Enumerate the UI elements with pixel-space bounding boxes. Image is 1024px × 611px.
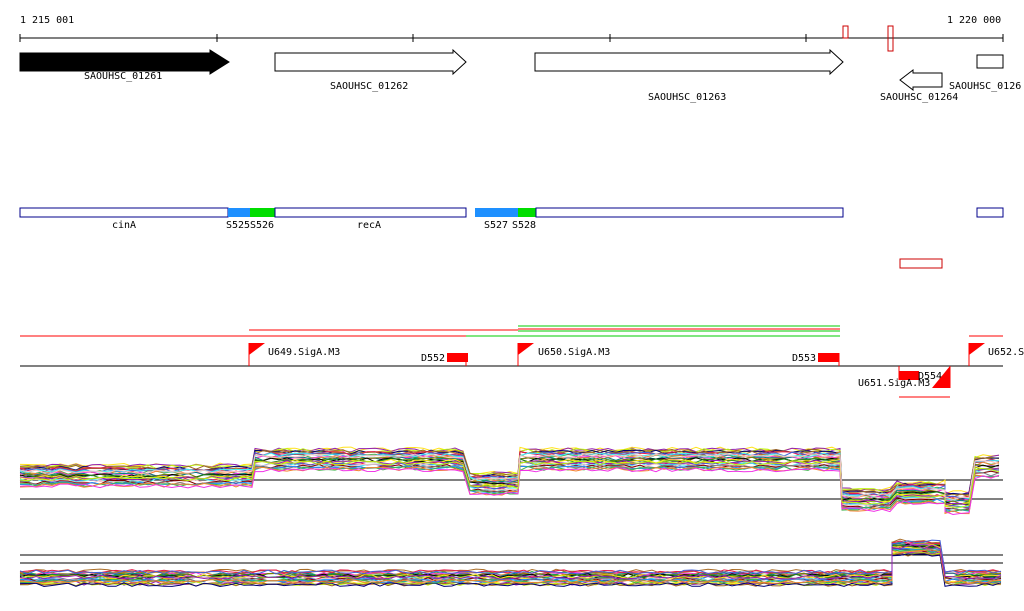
- expression-profile-line: [19, 547, 1002, 583]
- gene-label: SAOUHSC_01263: [648, 92, 726, 103]
- gene-track: SAOUHSC_01261 SAOUHSC_01262 SAOUHSC_0126…: [19, 48, 1021, 103]
- expression-track-2: [19, 538, 1003, 588]
- gene-arrow-saouhsc-01264[interactable]: [899, 68, 943, 92]
- operon-box-cina[interactable]: [19, 207, 229, 218]
- segment-track: U649.SigA.M3 D552 U650.SigA.M3 D553 D554…: [20, 325, 1024, 398]
- sigma-site-s525[interactable]: [228, 208, 250, 217]
- terminator-d554[interactable]: [899, 371, 919, 380]
- operon-label-s528: S528: [512, 220, 536, 231]
- expression-profile-line: [19, 467, 1000, 516]
- operon-label-s525: S525: [226, 220, 250, 231]
- promoter-flag-u652[interactable]: [969, 343, 985, 355]
- terminator-d552[interactable]: [447, 353, 468, 362]
- operon-label-s526: S526: [250, 220, 274, 231]
- expression-profile-line: [19, 549, 1002, 585]
- feature-marker: [887, 25, 894, 52]
- promoter-flag-u650[interactable]: [518, 343, 534, 355]
- ruler-start-label: 1 215 001: [20, 15, 74, 26]
- gene-arrow-saouhsc-01262[interactable]: [274, 48, 467, 76]
- segment-label-u650: U650.SigA.M3: [538, 347, 610, 358]
- operon-label-reca: recA: [357, 220, 381, 231]
- sigma-site-s527[interactable]: [475, 208, 518, 217]
- segment-label-d552: D552: [421, 353, 445, 364]
- operon-box[interactable]: [976, 207, 1004, 218]
- ruler-end-label: 1 220 000: [947, 15, 1001, 26]
- expression-profile-line: [19, 538, 1002, 574]
- expression-profile-line: [19, 453, 1000, 501]
- segment-label-u652: U652.S: [988, 347, 1024, 358]
- operon-box[interactable]: [535, 207, 844, 218]
- gene-label: SAOUHSC_01261: [84, 71, 162, 82]
- expression-profile-line: [19, 539, 1002, 575]
- gene-arrow-saouhsc-01265[interactable]: [976, 54, 1004, 69]
- segment-label-d554: D554: [918, 371, 942, 382]
- sigma-site-s526[interactable]: [250, 208, 275, 217]
- terminator-d553[interactable]: [818, 353, 839, 362]
- operon-track: cinA S525 S526 recA S527 S528: [19, 207, 1004, 269]
- gene-label: SAOUHSC_01264: [880, 92, 958, 103]
- operon-label-cina: cinA: [112, 220, 136, 231]
- segment-label-u649: U649.SigA.M3: [268, 347, 340, 358]
- operon-label-s527: S527: [484, 220, 508, 231]
- operon-box-reca[interactable]: [274, 207, 467, 218]
- expression-profile-line: [19, 543, 1002, 578]
- expression-profile-line: [19, 460, 1000, 508]
- gene-arrow-saouhsc-01261[interactable]: [19, 49, 230, 75]
- segment-label-d553: D553: [792, 353, 816, 364]
- promoter-flag-u651[interactable]: [932, 366, 950, 388]
- sigma-site-s528[interactable]: [518, 208, 536, 217]
- expression-profile-line: [19, 540, 1002, 575]
- coordinate-ruler: 1 215 001 1 220 000: [19, 15, 1004, 52]
- segment-label-u651: U651.SigA.M3: [858, 378, 930, 389]
- promoter-flag-u649[interactable]: [249, 343, 265, 355]
- gene-label: SAOUHSC_0126: [949, 81, 1021, 92]
- feature-marker: [842, 25, 849, 39]
- expression-track-1: [19, 446, 1003, 516]
- gene-arrow-saouhsc-01263[interactable]: [534, 48, 844, 76]
- expression-profile-line: [19, 544, 1002, 580]
- gene-label: SAOUHSC_01262: [330, 81, 408, 92]
- expression-profile-line: [19, 553, 1002, 588]
- operon-box-red[interactable]: [899, 258, 943, 269]
